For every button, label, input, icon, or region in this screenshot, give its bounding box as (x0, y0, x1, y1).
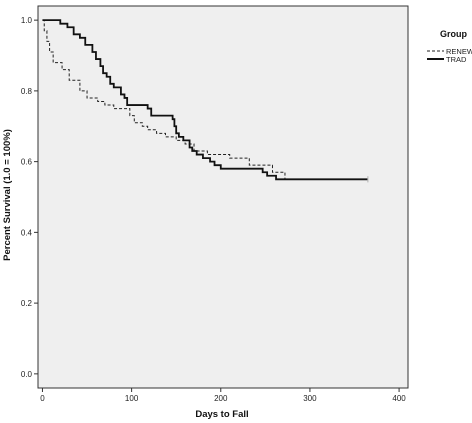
y-axis-title: Percent Survival (1.0 = 100%) (2, 129, 13, 261)
x-axis-title: Days to Fall (195, 409, 248, 420)
x-tick-label: 300 (303, 394, 317, 403)
x-axis: 0 100 200 300 400 (40, 388, 406, 403)
x-tick-label: 100 (125, 394, 139, 403)
y-axis: 0.0 0.2 0.4 0.6 0.8 1.0 (21, 16, 38, 379)
y-tick-label: 0.6 (21, 158, 33, 167)
x-tick-label: 0 (40, 394, 45, 403)
y-tick-label: 0.0 (21, 370, 33, 379)
series-line-trad (42, 19, 368, 181)
y-tick-label: 0.8 (21, 87, 33, 96)
x-tick-label: 400 (392, 394, 406, 403)
plot-area (37, 5, 409, 389)
y-tick-label: 1.0 (21, 16, 33, 25)
legend: Group RENEW TRAD (427, 29, 472, 64)
series-line-renew (42, 19, 368, 180)
y-tick-label: 0.4 (21, 228, 33, 237)
x-tick-label: 200 (214, 394, 228, 403)
legend-title: Group (440, 29, 467, 39)
legend-label-renew: RENEW (446, 47, 472, 56)
legend-label-trad: TRAD (446, 55, 467, 64)
series-group (42, 19, 369, 183)
y-tick-label: 0.2 (21, 299, 33, 308)
